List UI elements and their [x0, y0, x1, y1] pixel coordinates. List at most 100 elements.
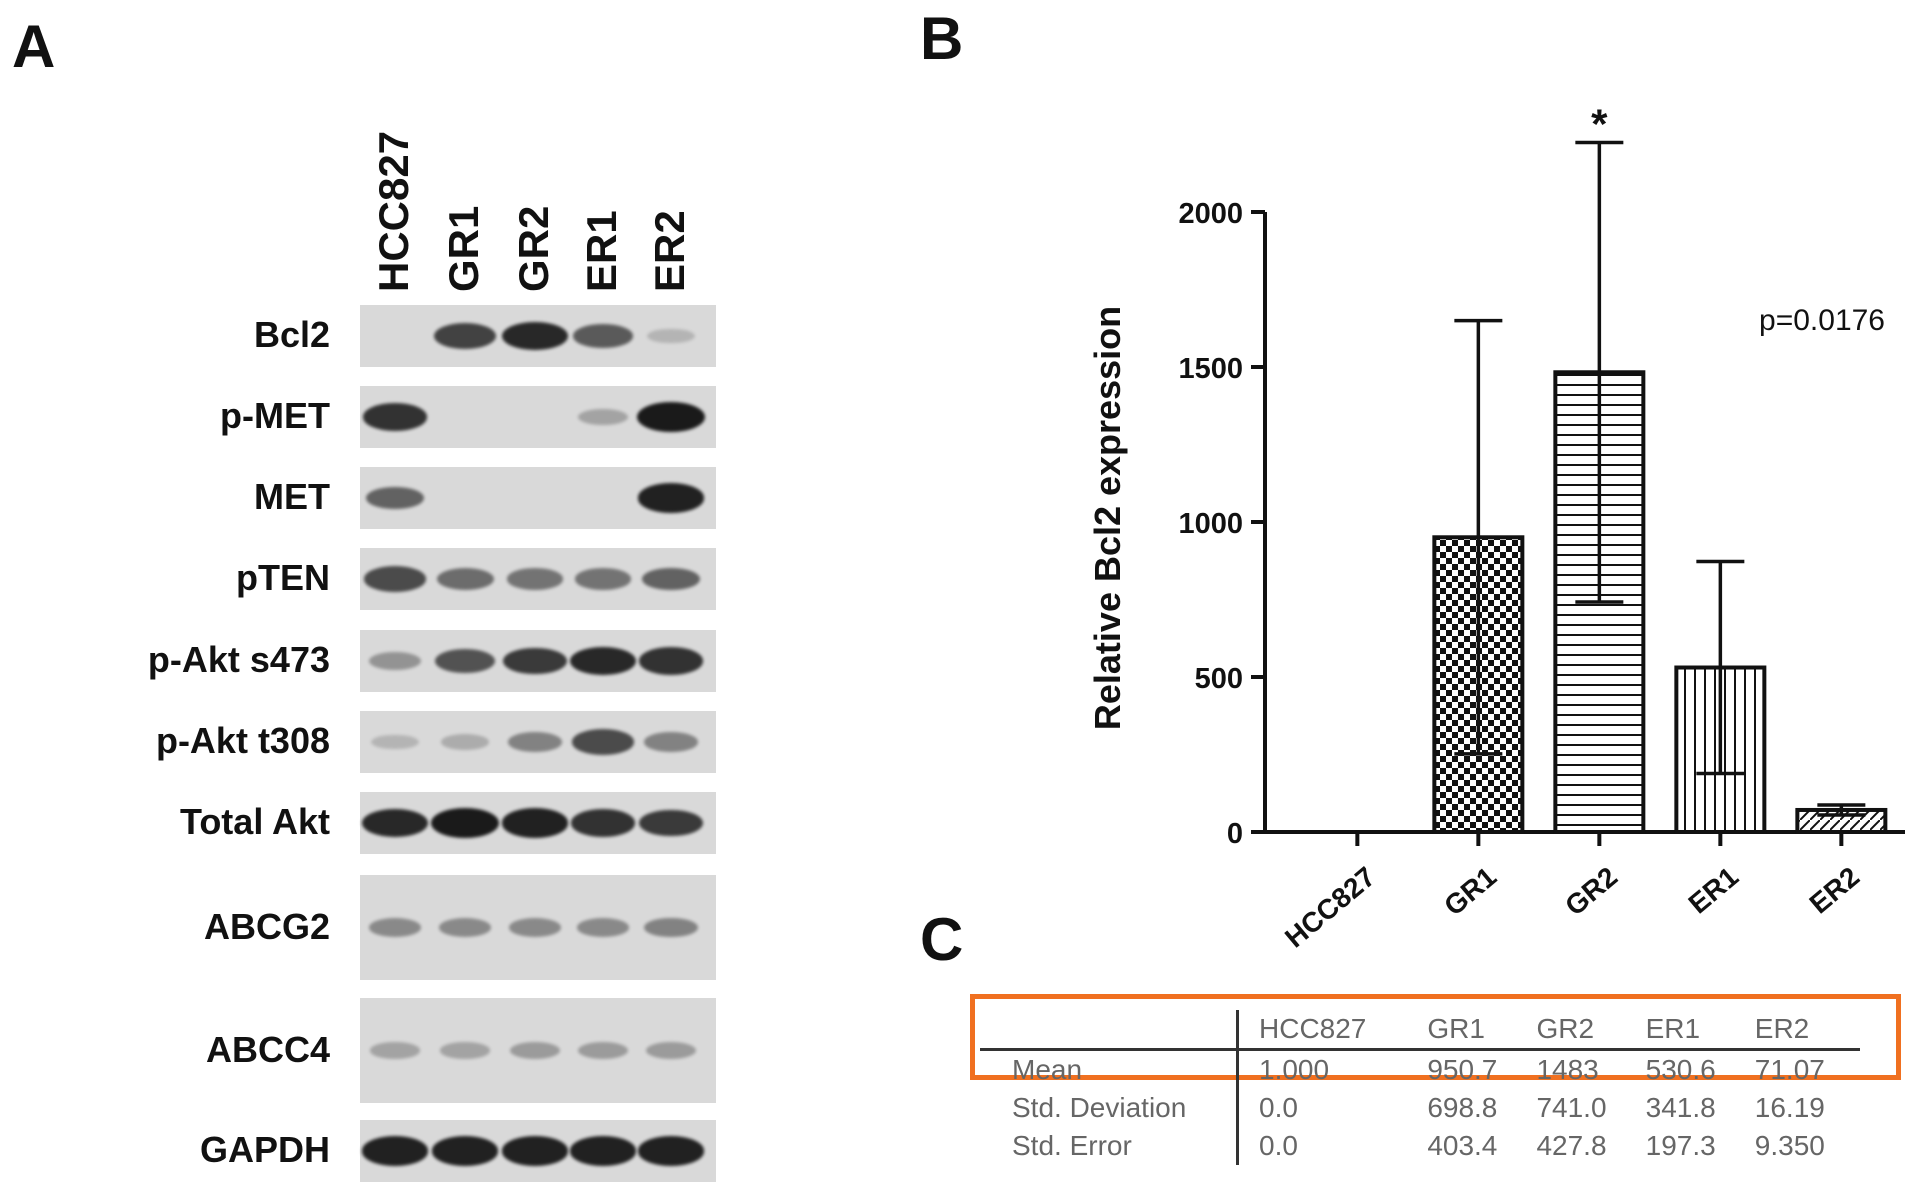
x-tick-label: ER1 [1683, 861, 1745, 920]
blot-band [431, 1136, 499, 1166]
blot-band [570, 809, 636, 837]
table-cell: 1.000 [1259, 1054, 1330, 1085]
table-corner-cell [980, 1010, 1239, 1051]
blot-band [507, 568, 563, 590]
y-tick-label: 2000 [1178, 198, 1243, 230]
blot-row-label: ABCG2 [203, 905, 330, 947]
blot-band [575, 568, 631, 590]
blot-strip [360, 998, 716, 1103]
table-header-cell: HCC827 [1237, 1010, 1424, 1051]
table-header-row: HCC827 GR1 GR2 ER1 ER2 [980, 1010, 1860, 1051]
blot-band [362, 808, 428, 838]
blot-band [637, 1136, 705, 1166]
blot-band [641, 567, 701, 591]
blot-band [509, 1041, 561, 1060]
western-blot-panel: HCC827 GR1 GR2 ER1 ER2 Bcl2 p-MET MET pTEN p… [0, 0, 760, 1185]
blot-band [438, 918, 492, 937]
panel-label-c: C [920, 906, 964, 973]
blot-strip [360, 711, 716, 773]
y-tick-label: 0 [1227, 818, 1243, 850]
blot-band [365, 486, 425, 510]
blot-band [361, 1136, 429, 1166]
y-tick-label: 1000 [1178, 508, 1243, 540]
blot-band [368, 918, 422, 937]
blot-row-label: Total Akt [180, 801, 330, 842]
table-cell: 530.6 [1645, 1054, 1716, 1085]
blot-band [436, 568, 494, 590]
table-cell: 9.350 [1754, 1130, 1825, 1161]
table-header-cell: ER1 [1641, 1010, 1751, 1051]
table-cell: 197.3 [1645, 1130, 1716, 1161]
blot-band [502, 321, 568, 351]
table-cell: 1483 [1536, 1054, 1599, 1085]
blot-band [570, 646, 636, 676]
panel-label-b: B [920, 5, 964, 72]
blot-band [644, 732, 698, 752]
x-tick-label: GR1 [1438, 861, 1502, 922]
y-axis-title: Relative Bcl2 expression [1087, 306, 1128, 730]
x-tick-label: HCC827 [1279, 861, 1381, 954]
table-cell: 741.0 [1536, 1092, 1607, 1123]
blot-band [647, 328, 695, 344]
blot-band [434, 648, 496, 674]
blot-band [569, 1136, 637, 1166]
blot-band [431, 808, 499, 838]
blot-band [644, 917, 698, 938]
blot-band [508, 918, 562, 937]
y-tick-label: 1500 [1178, 353, 1243, 385]
blot-row-label: p-Akt s473 [147, 639, 330, 680]
x-tick-label: GR2 [1559, 861, 1623, 922]
blot-band [573, 324, 633, 348]
blot-band [364, 566, 426, 592]
table-header-cell: ER2 [1750, 1010, 1860, 1051]
table-header-cell: GR2 [1532, 1010, 1642, 1051]
blot-band [578, 408, 628, 426]
blot-band [638, 647, 704, 675]
blot-row-label: Bcl2 [253, 314, 330, 355]
table-row: Std. Error 0.0 403.4 427.8 197.3 9.350 [980, 1127, 1860, 1165]
table-row: Mean 1.000 950.7 1483 530.6 71.07 [980, 1049, 1860, 1089]
stats-table-container: HCC827 GR1 GR2 ER1 ER2 Mean 1.000 950.7 … [980, 1010, 1860, 1170]
table-row: Std. Deviation 0.0 698.8 741.0 341.8 16.… [980, 1089, 1860, 1127]
blot-row-label: ABCC4 [205, 1028, 330, 1070]
significance-marker: * [1591, 101, 1608, 148]
table-cell: 403.4 [1427, 1130, 1498, 1161]
table-cell: 0.0 [1259, 1130, 1298, 1161]
blot-band [645, 1041, 697, 1060]
blot-band [370, 1042, 420, 1059]
blot-band [572, 729, 634, 755]
table-cell: 16.19 [1754, 1092, 1825, 1123]
blot-band [440, 734, 490, 750]
table-cell: 427.8 [1536, 1130, 1607, 1161]
row-label-std-error: Std. Error [980, 1127, 1239, 1165]
row-label-std-deviation: Std. Deviation [980, 1089, 1239, 1127]
y-tick-label: 500 [1195, 663, 1243, 695]
blot-band [576, 918, 630, 937]
row-label-mean: Mean [980, 1049, 1239, 1089]
mean-row-highlight [970, 994, 1901, 1080]
table-cell: 341.8 [1645, 1092, 1716, 1123]
blot-band [637, 402, 705, 432]
panel-label-a: A [12, 13, 56, 80]
blot-band [501, 808, 569, 838]
blot-band [503, 647, 567, 675]
blot-band [637, 483, 705, 513]
table-cell: 0.0 [1259, 1092, 1298, 1123]
blot-row-label: p-Akt t308 [155, 720, 330, 761]
table-header-cell: GR1 [1423, 1010, 1533, 1051]
stats-table: HCC827 GR1 GR2 ER1 ER2 Mean 1.000 950.7 … [980, 1010, 1860, 1165]
blot-row-label: pTEN [236, 557, 330, 598]
blot-row-label: GAPDH [199, 1129, 330, 1170]
blot-band [639, 809, 703, 837]
blot-band [440, 1042, 490, 1059]
blot-band [508, 732, 562, 752]
blot-row-label: p-MET [220, 395, 330, 436]
blot-band [369, 652, 421, 670]
blot-row-label: MET [254, 476, 330, 517]
table-cell: 71.07 [1754, 1054, 1825, 1085]
blot-strip [360, 875, 716, 980]
table-cell: 950.7 [1427, 1054, 1498, 1085]
blot-band [362, 403, 428, 431]
blot-band [501, 1136, 569, 1166]
